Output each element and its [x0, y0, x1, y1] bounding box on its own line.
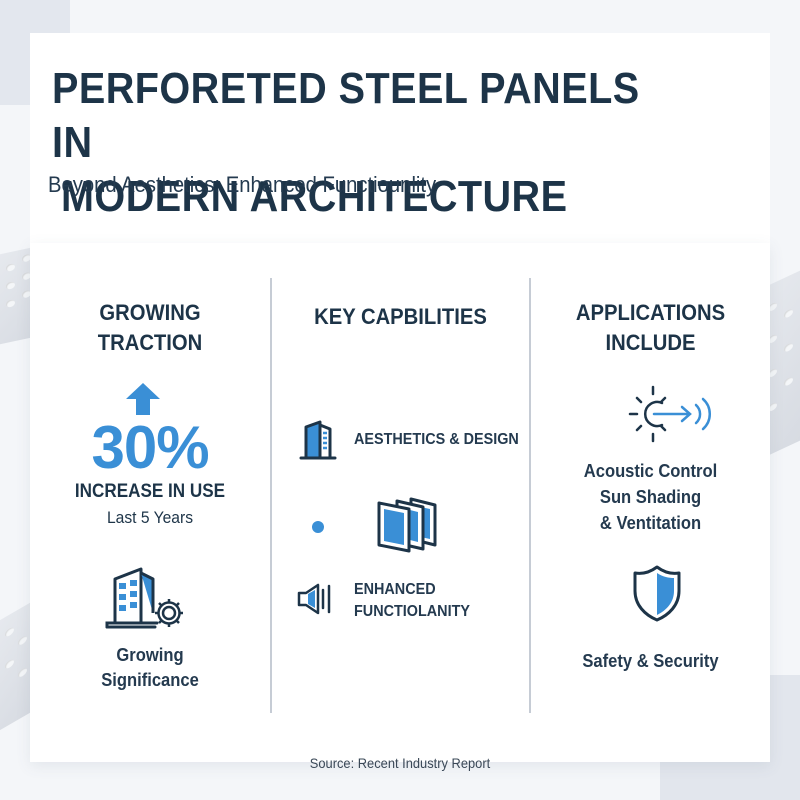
label-line: FUNCTIOLANITY	[354, 603, 470, 620]
stat-label: INCREASE IN USE	[74, 481, 226, 502]
label-line: Growing	[116, 645, 184, 665]
page-subtitle: Beyond Aesthetics: Enhanced Functiounlit…	[48, 172, 437, 197]
column-title-line: GROWING	[99, 300, 201, 325]
column-title-line: APPLICATIONS	[575, 300, 726, 325]
bullet-dot	[312, 521, 324, 533]
panels-icon	[377, 497, 437, 553]
label-line: Significance	[101, 670, 199, 690]
sun-sound-icon	[628, 385, 712, 443]
header-card	[30, 33, 770, 248]
capability-label: ENHANCED FUNCTIOLANITY	[354, 579, 470, 623]
column-applications: APPLICATIONS INCLUDE Acoustic Control Su…	[531, 243, 770, 762]
building-icon	[299, 420, 337, 460]
stat-value: 30%	[91, 414, 209, 481]
main-card: GROWING TRACTION 30% INCREASE IN USE Las…	[30, 243, 770, 762]
application-item: & Ventitation	[599, 513, 702, 533]
column-title: GROWING TRACTION	[40, 298, 261, 358]
column-title: KEY CAPBILITIES	[314, 304, 487, 329]
stat-period: Last 5 Years	[106, 508, 194, 527]
column-key-capabilities: KEY CAPBILITIES AESTHETICS & DESIGN	[272, 243, 529, 762]
building-gear-icon	[105, 567, 183, 629]
capability-label: AESTHETICS & DESIGN	[354, 431, 519, 448]
column-divider	[529, 278, 531, 713]
speaker-icon	[297, 583, 331, 615]
application-item: Sun Shading	[599, 487, 702, 507]
column-title: APPLICATIONS INCLUDE	[541, 298, 761, 358]
shield-icon	[633, 565, 681, 622]
column-growing-traction: GROWING TRACTION 30% INCREASE IN USE Las…	[30, 243, 270, 762]
application-item: Acoustic Control	[583, 461, 718, 481]
applications-list: Acoustic Control Sun Shading & Ventitati…	[541, 458, 761, 536]
label-line: ENHANCED	[354, 581, 436, 598]
growing-significance-label: Growing Significance	[40, 643, 261, 693]
capability-aesthetics-design: AESTHETICS & DESIGN	[272, 415, 529, 460]
capability-enhanced-functionality: ENHANCED FUNCTIOLANITY	[272, 576, 529, 626]
safety-security-label: Safety & Security	[582, 651, 719, 671]
title-line-2: MODERN ARCHITECTURE	[61, 172, 568, 221]
page-title: PERFORETED STEEL PANELS IN MODERN ARCHIT…	[52, 62, 682, 224]
title-line-1: PERFORETED STEEL PANELS IN	[52, 64, 640, 167]
column-divider	[270, 278, 272, 713]
arrow-up-icon	[126, 383, 160, 415]
column-title-line: INCLUDE	[605, 330, 696, 355]
source-citation: Source: Recent Industry Report	[309, 755, 491, 771]
column-title-line: TRACTION	[97, 330, 203, 355]
